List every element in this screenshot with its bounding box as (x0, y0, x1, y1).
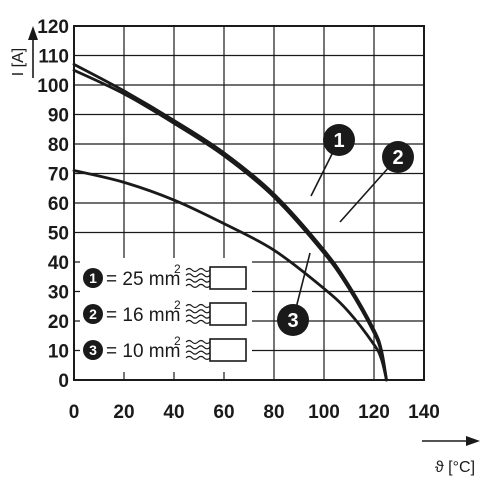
callout-number: 2 (392, 147, 403, 169)
x-tick-label: 80 (263, 402, 284, 423)
y-tick-label: 30 (48, 283, 69, 304)
tick-labels: 0 20 40 60 80 100 120 140 0 10 20 30 40 50 60 70 80 90 100… (37, 17, 440, 423)
wire-insulation-icon (209, 302, 247, 326)
axis-labels: I [A] ϑ [°C] (10, 26, 480, 476)
legend-label: = 25 mm (106, 269, 180, 290)
y-tick-label: 110 (38, 47, 69, 68)
legend-badge-1 (83, 268, 103, 288)
y-axis-label: I [A] (10, 48, 27, 76)
y-axis-arrow-head (28, 26, 38, 40)
wire-strand (185, 309, 211, 314)
y-tick-label: 50 (48, 224, 69, 245)
wire-strand (185, 278, 211, 283)
wire-strand (185, 303, 211, 309)
wire-strand (185, 283, 211, 288)
curve-callouts: 1 2 3 (277, 124, 414, 336)
series-line-3 (72, 169, 388, 382)
callout-badge-1 (323, 124, 355, 156)
x-tick-label: 20 (113, 402, 134, 423)
x-tick-label: 60 (213, 402, 234, 423)
wire-strand-icon (185, 267, 211, 288)
callout-number: 3 (287, 310, 298, 332)
y-tick-label: 90 (48, 106, 69, 127)
y-tick-label: 40 (48, 253, 69, 274)
y-tick-label: 80 (48, 135, 69, 156)
y-tick-label: 20 (48, 312, 69, 333)
legend-badge-3 (83, 340, 103, 360)
wire-insulation-icon (209, 338, 247, 362)
y-tick-label: 60 (48, 194, 69, 215)
wire-strand (185, 267, 211, 273)
x-tick-label: 140 (408, 402, 440, 423)
series-line-2 (72, 68, 388, 382)
x-tick-label: 100 (308, 402, 340, 423)
wire-strand (185, 350, 211, 355)
legend-badge-number: 3 (89, 342, 97, 358)
x-tick-label: 0 (69, 402, 80, 423)
callout-badge-3 (277, 304, 309, 336)
callout-number: 1 (333, 130, 344, 152)
wire-strand (185, 339, 211, 345)
x-axis-label: ϑ [°C] (435, 459, 475, 476)
legend-badge-number: 2 (89, 306, 97, 322)
legend-label: = 10 mm (106, 341, 180, 362)
y-tick-label: 100 (37, 76, 69, 97)
legend-badge-number: 1 (89, 270, 97, 286)
wire-insulation-icon (209, 266, 247, 290)
plot-frame (73, 25, 425, 381)
legend-superscript: 2 (174, 298, 181, 312)
legend-label: = 16 mm (106, 305, 180, 326)
y-tick-label: 70 (48, 165, 69, 186)
wire-strand (185, 314, 211, 319)
x-tick-label: 40 (163, 402, 184, 423)
legend-superscript: 2 (174, 334, 181, 348)
wire-strand-icon (185, 303, 211, 324)
wire-strand (185, 273, 211, 278)
y-tick-label: 120 (37, 17, 69, 38)
wire-strand-icon (185, 339, 211, 360)
y-tick-label: 0 (58, 371, 69, 392)
legend-superscript: 2 (174, 262, 181, 276)
wire-strand (185, 345, 211, 350)
wire-strand (185, 319, 211, 324)
curves (72, 62, 388, 382)
x-tick-label: 120 (358, 402, 390, 423)
x-axis-arrow-head (466, 436, 480, 446)
callout-badge-2 (382, 141, 414, 173)
y-tick-label: 10 (48, 342, 69, 363)
legend-badge-2 (83, 304, 103, 324)
wire-strand (185, 355, 211, 360)
